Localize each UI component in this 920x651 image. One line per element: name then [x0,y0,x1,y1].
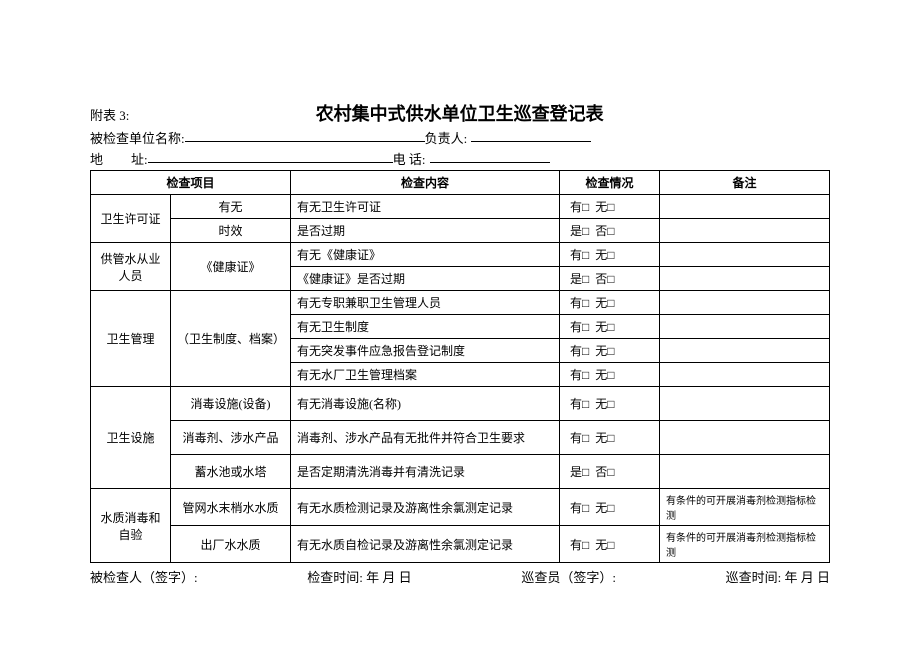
address-label-2: 址: [131,149,148,168]
header-content: 检查内容 [291,171,560,195]
table-header-row: 检查项目 检查内容 检查情况 备注 [91,171,830,195]
table-row: 时效 是否过期 是□ 否□ [91,219,830,243]
content-cell: 有无专职兼职卫生管理人员 [291,291,560,315]
status-cell[interactable]: 有□ 无□ [560,243,660,267]
sub-validity: 时效 [171,219,291,243]
table-row: 卫生管理 （卫生制度、档案） 有无专职兼职卫生管理人员 有□ 无□ [91,291,830,315]
inspection-table: 检查项目 检查内容 检查情况 备注 卫生许可证 有无 有无卫生许可证 有□ 无□… [90,170,830,563]
note-cell [660,315,830,339]
address-input[interactable] [148,149,393,163]
note-cell [660,291,830,315]
cat-license: 卫生许可证 [91,195,171,243]
sub-factory-water: 出厂水水质 [171,526,291,563]
table-row: 消毒剂、涉水产品 消毒剂、涉水产品有无批件并符合卫生要求 有□ 无□ [91,421,830,455]
content-cell: 有无卫生制度 [291,315,560,339]
phone-label: 电 话: [393,149,426,168]
table-row: 卫生设施 消毒设施(设备) 有无消毒设施(名称) 有□ 无□ [91,387,830,421]
content-cell: 有无水质检测记录及游离性余氯测定记录 [291,489,560,526]
status-cell[interactable]: 有□ 无□ [560,489,660,526]
cat-quality: 水质消毒和自验 [91,489,171,563]
sub-system: （卫生制度、档案） [171,291,291,387]
status-cell[interactable]: 有□ 无□ [560,363,660,387]
phone-input[interactable] [430,149,550,163]
note-cell [660,421,830,455]
address-label-1: 地 [90,149,131,168]
footer-line: 被检查人（签字）: 检查时间: 年 月 日 巡查员（签字）: 巡查时间: 年 月… [90,567,830,586]
status-cell[interactable]: 有□ 无□ [560,387,660,421]
note-cell [660,387,830,421]
sub-health-cert: 《健康证》 [171,243,291,291]
status-cell[interactable]: 是□ 否□ [560,267,660,291]
content-cell: 有无《健康证》 [291,243,560,267]
note-cell [660,267,830,291]
unit-label: 被检查单位名称: [90,128,185,147]
sub-product: 消毒剂、涉水产品 [171,421,291,455]
table-row: 卫生许可证 有无 有无卫生许可证 有□ 无□ [91,195,830,219]
content-cell: 有无消毒设施(名称) [291,387,560,421]
note-cell [660,243,830,267]
status-cell[interactable]: 有□ 无□ [560,339,660,363]
note-cell [660,455,830,489]
note-cell [660,219,830,243]
note-cell: 有条件的可开展消毒剂检测指标检测 [660,526,830,563]
header-item: 检查项目 [91,171,291,195]
content-cell: 是否定期清洗消毒并有清洗记录 [291,455,560,489]
note-cell: 有条件的可开展消毒剂检测指标检测 [660,489,830,526]
page-title: 农村集中式供水单位卫生巡查登记表 [89,100,830,126]
cat-staff: 供管水从业人员 [91,243,171,291]
check-time-label: 检查时间: 年 月 日 [307,567,411,586]
status-cell[interactable]: 有□ 无□ [560,421,660,455]
status-cell[interactable]: 是□ 否□ [560,455,660,489]
person-input[interactable] [471,128,591,142]
content-cell: 有无卫生许可证 [291,195,560,219]
status-cell[interactable]: 有□ 无□ [560,291,660,315]
note-cell [660,363,830,387]
signed-label: 被检查人（签字）: [90,567,198,586]
content-cell: 消毒剂、涉水产品有无批件并符合卫生要求 [291,421,560,455]
table-row: 出厂水水质 有无水质自检记录及游离性余氯测定记录 有□ 无□ 有条件的可开展消毒… [91,526,830,563]
table-row: 水质消毒和自验 管网水末梢水水质 有无水质检测记录及游离性余氯测定记录 有□ 无… [91,489,830,526]
content-cell: 有无水质自检记录及游离性余氯测定记录 [291,526,560,563]
status-cell[interactable]: 有□ 无□ [560,315,660,339]
note-cell [660,339,830,363]
cat-facility: 卫生设施 [91,387,171,489]
content-cell: 有无水厂卫生管理档案 [291,363,560,387]
content-cell: 《健康证》是否过期 [291,267,560,291]
cat-management: 卫生管理 [91,291,171,387]
inspector-label: 巡查员（签字）: [521,567,616,586]
inspect-time-label: 巡查时间: 年 月 日 [726,567,830,586]
header-status: 检查情况 [560,171,660,195]
table-row: 供管水从业人员 《健康证》 有无《健康证》 有□ 无□ [91,243,830,267]
status-cell[interactable]: 有□ 无□ [560,195,660,219]
sub-disinfect: 消毒设施(设备) [171,387,291,421]
note-cell [660,195,830,219]
content-cell: 是否过期 [291,219,560,243]
header-note: 备注 [660,171,830,195]
person-label: 负责人: [425,128,468,147]
sub-reservoir: 蓄水池或水塔 [171,455,291,489]
content-cell: 有无突发事件应急报告登记制度 [291,339,560,363]
unit-input[interactable] [185,128,425,142]
sub-has: 有无 [171,195,291,219]
status-cell[interactable]: 是□ 否□ [560,219,660,243]
status-cell[interactable]: 有□ 无□ [560,526,660,563]
sub-pipe-water: 管网水末梢水水质 [171,489,291,526]
table-row: 蓄水池或水塔 是否定期清洗消毒并有清洗记录 是□ 否□ [91,455,830,489]
